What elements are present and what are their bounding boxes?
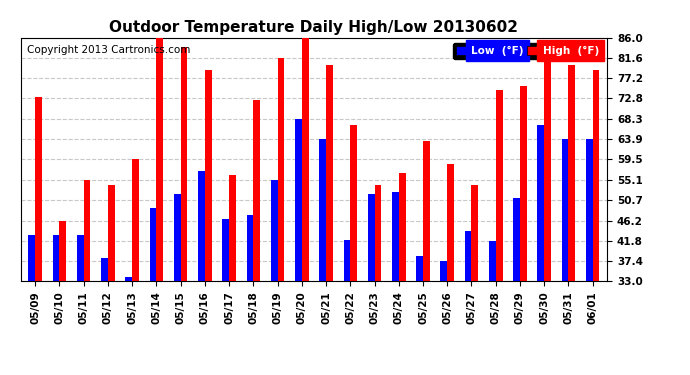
Bar xyxy=(447,164,454,281)
Bar xyxy=(270,180,277,281)
Bar xyxy=(586,139,593,281)
Bar xyxy=(464,231,471,281)
Bar xyxy=(302,37,308,281)
Bar xyxy=(471,184,478,281)
Bar xyxy=(375,184,382,281)
Bar xyxy=(489,241,495,281)
Bar xyxy=(326,65,333,281)
Bar xyxy=(126,277,132,281)
Bar xyxy=(399,173,406,281)
Bar xyxy=(246,214,253,281)
Bar xyxy=(132,159,139,281)
Bar xyxy=(562,139,569,281)
Bar xyxy=(198,171,205,281)
Bar xyxy=(513,198,520,281)
Bar xyxy=(544,47,551,281)
Bar xyxy=(229,176,236,281)
Text: Copyright 2013 Cartronics.com: Copyright 2013 Cartronics.com xyxy=(26,45,190,55)
Bar xyxy=(351,125,357,281)
Bar xyxy=(440,261,447,281)
Bar xyxy=(495,90,502,281)
Bar xyxy=(344,240,351,281)
Bar xyxy=(174,194,181,281)
Title: Outdoor Temperature Daily High/Low 20130602: Outdoor Temperature Daily High/Low 20130… xyxy=(110,20,518,35)
Bar xyxy=(277,58,284,281)
Bar xyxy=(35,97,42,281)
Bar xyxy=(538,125,544,281)
Bar xyxy=(319,139,326,281)
Bar xyxy=(83,180,90,281)
Bar xyxy=(205,70,212,281)
Bar xyxy=(222,219,229,281)
Bar xyxy=(569,65,575,281)
Bar xyxy=(77,235,83,281)
Bar xyxy=(593,70,600,281)
Bar xyxy=(392,192,399,281)
Bar xyxy=(52,235,59,281)
Bar xyxy=(59,222,66,281)
Bar xyxy=(157,38,164,281)
Bar xyxy=(520,86,526,281)
Bar xyxy=(181,47,188,281)
Bar xyxy=(108,184,115,281)
Bar xyxy=(368,194,375,281)
Bar xyxy=(295,119,302,281)
Bar xyxy=(150,208,157,281)
Bar xyxy=(253,100,260,281)
Bar xyxy=(101,258,108,281)
Bar xyxy=(416,256,423,281)
Legend: Low  (°F), High  (°F): Low (°F), High (°F) xyxy=(453,43,602,59)
Bar xyxy=(423,141,430,281)
Bar xyxy=(28,235,35,281)
